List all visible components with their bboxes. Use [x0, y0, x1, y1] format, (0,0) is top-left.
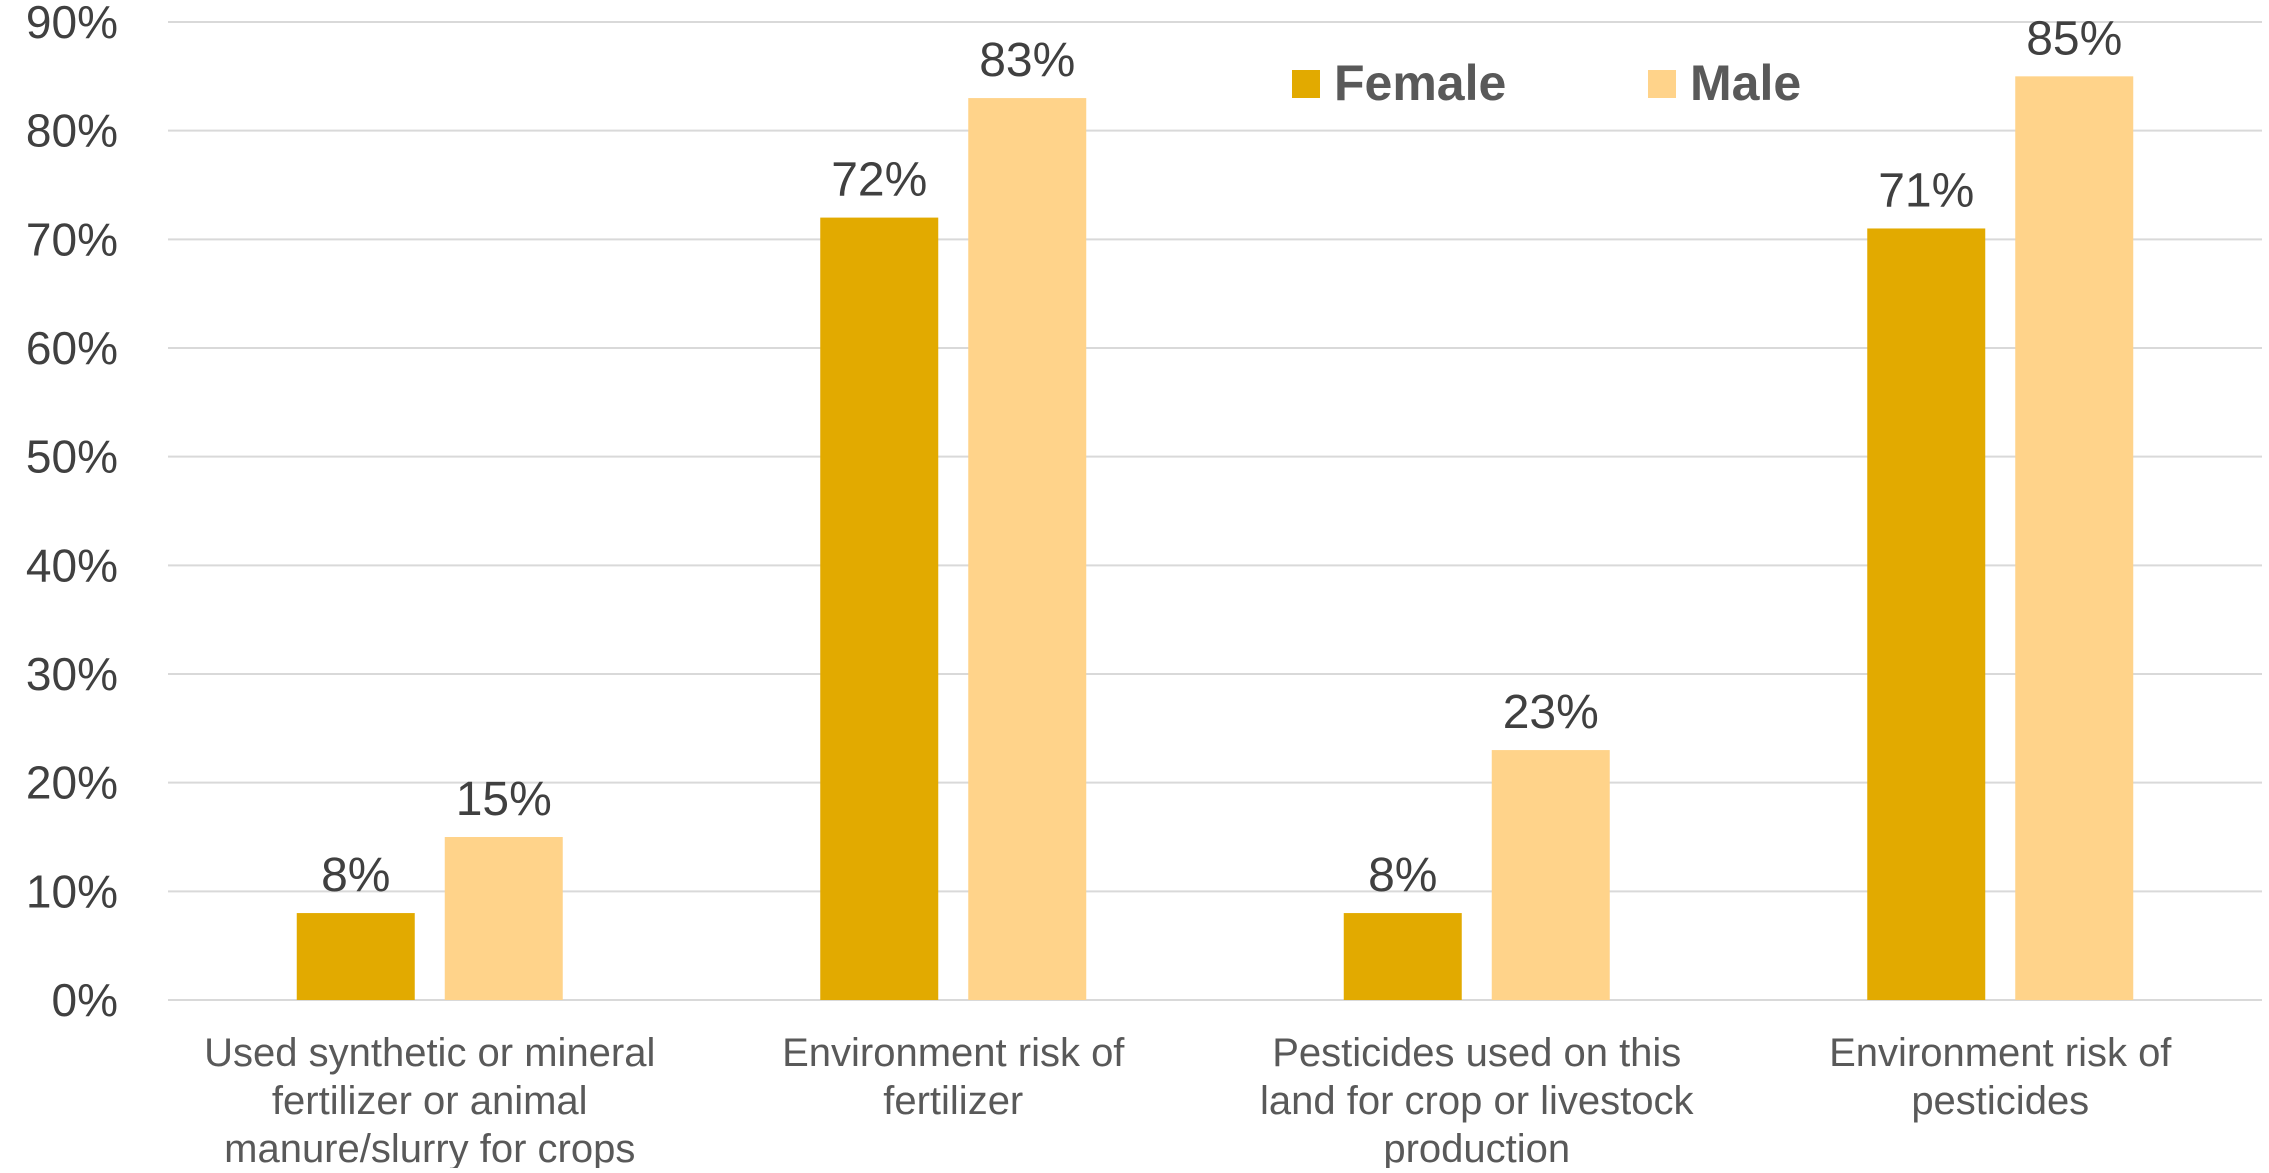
x-axis-category-labels: Used synthetic or mineral fertilizer or a… [204, 1031, 2172, 1171]
bar-male [1491, 750, 1610, 1000]
legend-label-male: Male [1690, 55, 1801, 111]
y-tick-label: 60% [26, 322, 118, 374]
bar-female [820, 217, 939, 1001]
y-tick-label: 0% [52, 974, 118, 1026]
y-tick-label: 70% [26, 213, 118, 265]
bars [296, 76, 2134, 1001]
bar-female [296, 913, 415, 1000]
bar-female [1867, 228, 1986, 1000]
data-label-female: 72% [831, 154, 927, 207]
data-label-male: 85% [2026, 12, 2122, 65]
x-category-label: Pesticides used on this land for crop or … [1260, 1031, 1695, 1168]
bar-male [444, 837, 563, 1000]
y-tick-label: 10% [26, 865, 118, 917]
data-label-female: 8% [321, 849, 390, 902]
data-label-male: 15% [456, 773, 552, 826]
y-tick-label: 80% [26, 105, 118, 157]
y-tick-label: 30% [26, 648, 118, 700]
legend-swatch-male [1648, 70, 1676, 98]
legend: Female Male [1292, 55, 1801, 111]
bar-male [968, 98, 1087, 1001]
data-label-female: 8% [1368, 849, 1437, 902]
y-axis-tick-labels: 0% 10% 20% 30% 40% 50% 60% 70% 80% 90% [26, 0, 118, 1026]
y-tick-label: 50% [26, 431, 118, 483]
y-tick-label: 20% [26, 757, 118, 809]
x-category-label: Environment risk of pesticides [1829, 1031, 2172, 1123]
bar-value-labels: 8% 15% 72% 83% 8% 23% 71% 85% [321, 12, 2122, 902]
y-tick-label: 40% [26, 539, 118, 591]
x-category-label: Used synthetic or mineral fertilizer or a… [204, 1031, 655, 1168]
legend-swatch-female [1292, 70, 1320, 98]
x-category-label: Environment risk of fertilizer [782, 1031, 1125, 1123]
data-label-male: 23% [1503, 686, 1599, 739]
data-label-female: 71% [1878, 164, 1974, 217]
bar-female [1343, 913, 1462, 1000]
y-tick-label: 90% [26, 0, 118, 48]
bar-male [2015, 76, 2134, 1001]
legend-label-female: Female [1334, 55, 1506, 111]
data-label-male: 83% [979, 34, 1075, 87]
